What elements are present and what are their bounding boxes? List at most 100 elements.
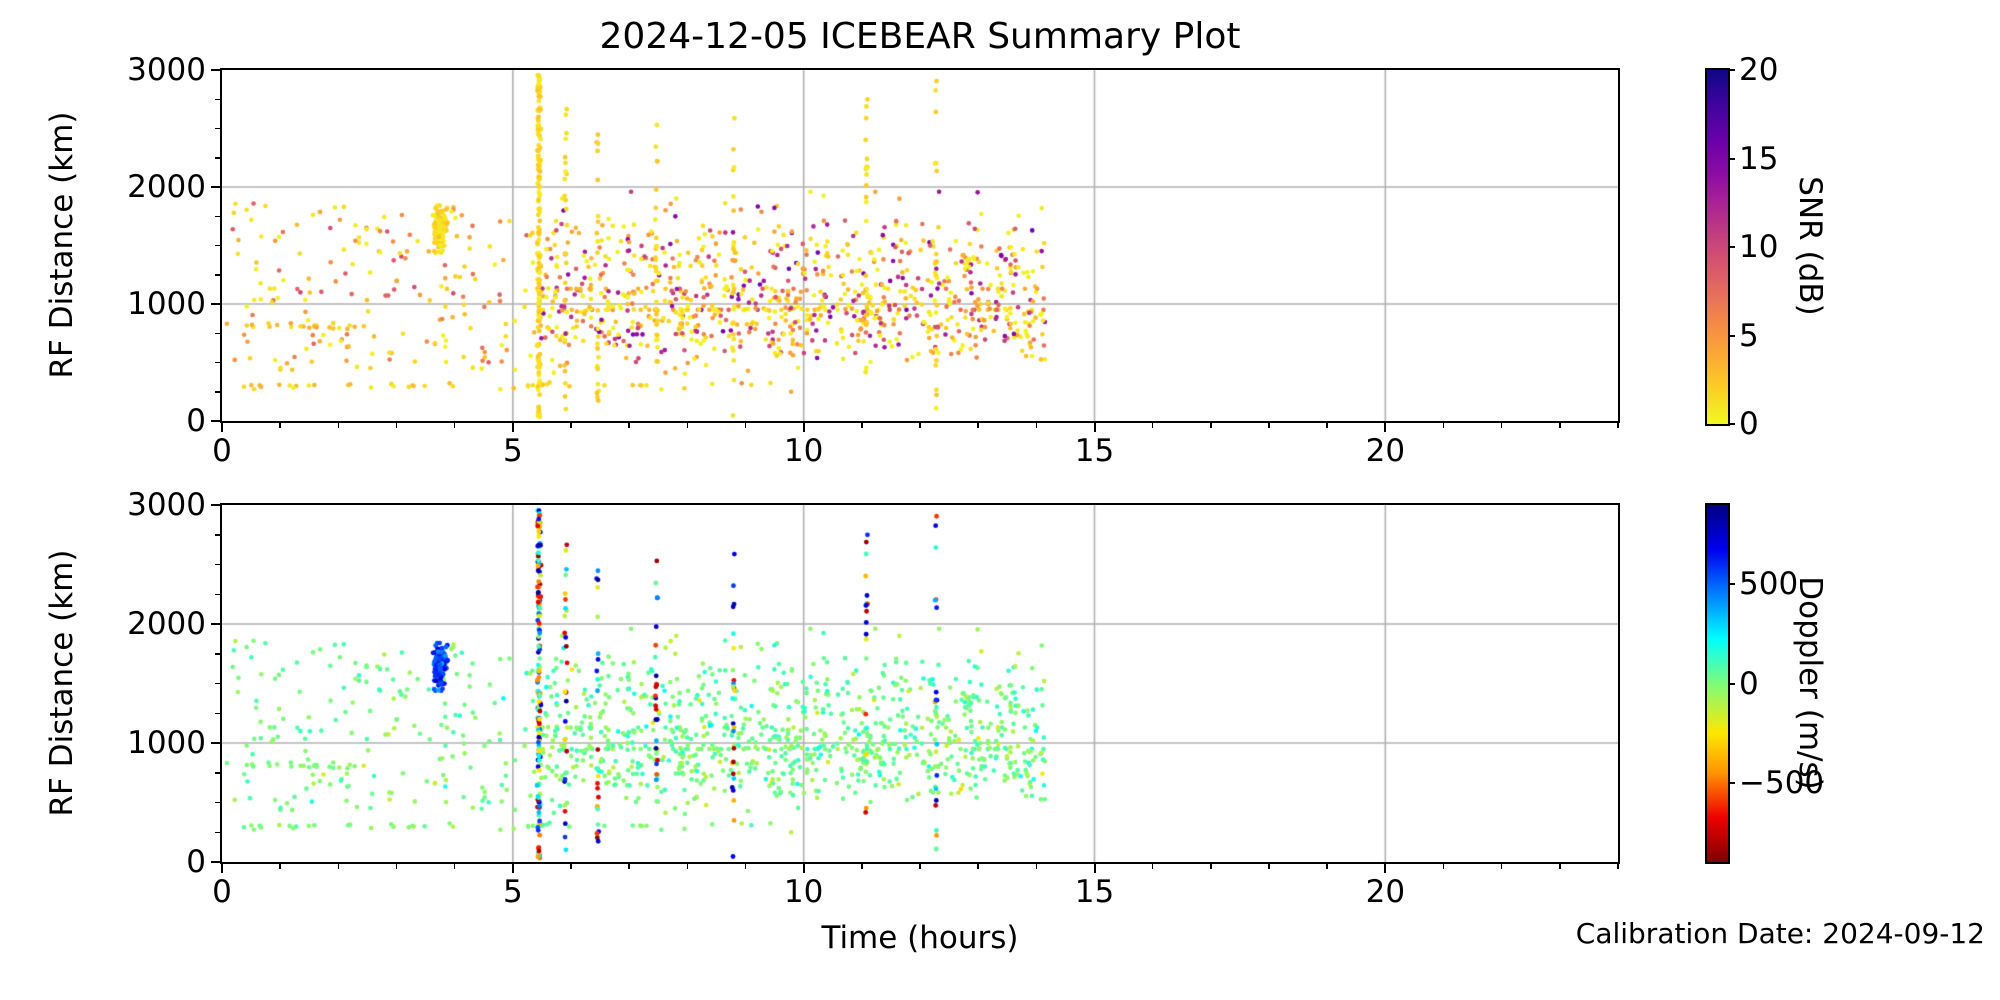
x-tick-label: 20 [1365, 433, 1406, 469]
y-minor-tick [215, 391, 220, 393]
x-major-tick [1093, 423, 1096, 432]
x-minor-tick [395, 864, 398, 869]
y-tick-label: 1000 [127, 725, 206, 761]
x-tick-label: 10 [783, 874, 824, 910]
y-major-tick [211, 69, 220, 71]
x-minor-tick [1210, 864, 1212, 869]
x-tick-label: 20 [1365, 874, 1406, 910]
y-minor-tick [215, 534, 220, 536]
doppler-colorbar [1705, 503, 1730, 864]
x-tick-label: 15 [1074, 874, 1115, 910]
x-minor-tick [1559, 864, 1561, 869]
x-major-tick [511, 423, 514, 432]
x-minor-tick [1151, 864, 1154, 869]
colorbar-tick [1728, 334, 1735, 337]
y-minor-tick [215, 157, 220, 159]
y-tick-label: 0 [186, 403, 206, 439]
x-minor-tick [686, 864, 689, 869]
x-minor-tick [1442, 423, 1445, 428]
y-tick-label: 2000 [127, 169, 206, 205]
colorbar-tick [1728, 69, 1735, 71]
snr-colorbar-label: SNR (dB) [1792, 176, 1828, 316]
x-minor-tick [1326, 864, 1328, 869]
colorbar-tick-label: 0 [1739, 665, 1759, 702]
y-minor-tick [215, 244, 220, 247]
x-minor-tick [395, 423, 398, 428]
doppler-colorbar-label: Doppler (m/s) [1792, 576, 1828, 790]
x-axis-label: Time (hours) [821, 920, 1019, 956]
y-minor-tick [215, 98, 220, 100]
y-major-tick [211, 861, 220, 863]
x-minor-tick [1500, 423, 1503, 428]
x-minor-tick [1559, 423, 1561, 428]
x-minor-tick [279, 864, 281, 869]
x-minor-tick [1617, 864, 1619, 869]
y-minor-tick [215, 801, 220, 804]
x-minor-tick [861, 864, 863, 869]
x-minor-tick [1035, 423, 1038, 428]
calibration-date-text: Calibration Date: 2024-09-12 [1575, 917, 1985, 950]
y-tick-label: 2000 [127, 606, 206, 642]
y-minor-tick [215, 712, 220, 714]
colorbar-tick-label: 0 [1739, 406, 1759, 442]
colorbar-tick [1728, 682, 1735, 685]
x-minor-tick [1268, 864, 1270, 869]
x-minor-tick [744, 864, 747, 869]
y-minor-tick [215, 772, 220, 774]
x-tick-label: 10 [783, 433, 824, 469]
x-minor-tick [628, 423, 630, 428]
colorbar-tick-label: 20 [1739, 52, 1779, 88]
colorbar-tick [1728, 583, 1735, 586]
x-major-tick [1384, 423, 1387, 432]
x-minor-tick [1151, 423, 1154, 428]
y-tick-label: 3000 [127, 52, 206, 88]
x-minor-tick [686, 423, 689, 428]
y-major-tick [211, 303, 220, 305]
y-minor-tick [215, 653, 220, 655]
colorbar-tick [1728, 781, 1735, 784]
x-minor-tick [1617, 423, 1619, 428]
y-major-tick [211, 742, 220, 744]
x-major-tick [221, 864, 223, 873]
x-major-tick [511, 864, 514, 873]
x-minor-tick [1326, 423, 1328, 428]
x-major-tick [221, 423, 223, 432]
doppler-scatter-panel [220, 503, 1620, 864]
x-minor-tick [919, 864, 921, 869]
snr-scatter-panel [220, 68, 1620, 423]
x-minor-tick [1035, 864, 1038, 869]
x-minor-tick [977, 423, 979, 428]
y-tick-label: 1000 [127, 286, 206, 322]
x-minor-tick [1500, 864, 1503, 869]
y-minor-tick [215, 332, 220, 334]
x-major-tick [1384, 864, 1387, 873]
x-minor-tick [919, 423, 921, 428]
y-minor-tick [215, 831, 220, 833]
x-tick-label: 15 [1074, 433, 1115, 469]
snr-colorbar [1705, 68, 1730, 426]
y-tick-label: 3000 [127, 487, 206, 523]
x-minor-tick [337, 864, 340, 869]
y-minor-tick [215, 215, 220, 217]
y-axis-label-snr-panel: RF Distance (km) [44, 111, 80, 379]
x-minor-tick [453, 423, 456, 428]
x-minor-tick [861, 423, 863, 428]
colorbar-tick-label: 15 [1739, 140, 1779, 177]
plot-title: 2024-12-05 ICEBEAR Summary Plot [599, 16, 1241, 57]
x-minor-tick [570, 423, 572, 428]
colorbar-tick-label: −500 [1739, 764, 1825, 801]
x-tick-label: 0 [212, 433, 232, 469]
x-major-tick [802, 864, 805, 873]
colorbar-tick [1728, 157, 1735, 160]
doppler-scatter-canvas [222, 505, 1618, 862]
x-tick-label: 0 [212, 874, 232, 910]
x-minor-tick [453, 864, 456, 869]
y-major-tick [211, 504, 220, 506]
x-tick-label: 5 [502, 433, 523, 469]
x-major-tick [1093, 864, 1096, 873]
y-axis-label-doppler-panel: RF Distance (km) [44, 549, 80, 817]
x-minor-tick [1210, 423, 1212, 428]
y-tick-label: 0 [186, 844, 206, 880]
x-minor-tick [337, 423, 340, 428]
